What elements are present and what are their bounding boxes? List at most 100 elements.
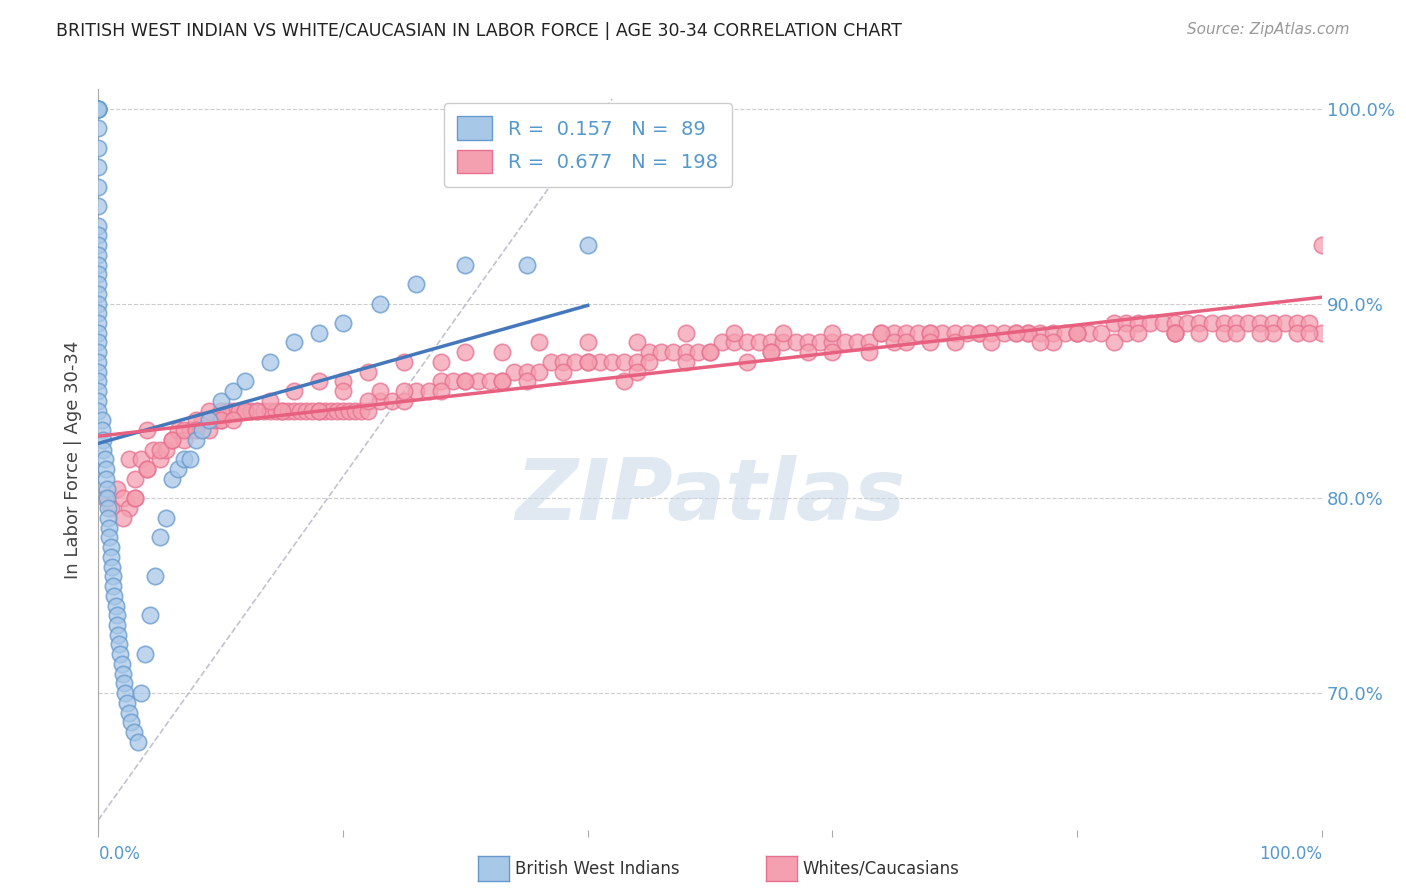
Point: [723, 335, 745, 350]
Point: [515, 365, 537, 379]
Point: [87, 160, 110, 174]
Point: [118, 706, 141, 720]
Point: [1298, 316, 1320, 330]
Point: [87, 384, 110, 399]
Point: [1261, 326, 1284, 340]
Point: [186, 423, 208, 437]
Point: [87, 355, 110, 369]
Point: [167, 462, 190, 476]
Point: [441, 375, 464, 389]
Point: [332, 375, 354, 389]
Point: [735, 355, 758, 369]
Point: [127, 735, 149, 749]
Point: [1115, 316, 1137, 330]
Point: [87, 306, 110, 320]
Point: [94, 462, 117, 476]
Point: [87, 141, 110, 155]
Point: [122, 725, 145, 739]
Point: [907, 326, 929, 340]
Point: [114, 686, 136, 700]
Point: [626, 355, 648, 369]
Point: [1042, 335, 1064, 350]
Point: [136, 462, 159, 476]
Point: [91, 442, 114, 457]
Point: [980, 335, 1002, 350]
Point: [1164, 316, 1187, 330]
Point: [87, 228, 110, 243]
Point: [1310, 326, 1333, 340]
Point: [186, 413, 208, 427]
Point: [283, 384, 305, 399]
Point: [87, 102, 110, 116]
Point: [467, 375, 489, 389]
Point: [418, 384, 440, 399]
Text: Source: ZipAtlas.com: Source: ZipAtlas.com: [1187, 22, 1350, 37]
Point: [107, 628, 129, 642]
Point: [96, 482, 118, 496]
Point: [808, 335, 831, 350]
Point: [233, 403, 256, 417]
Point: [662, 345, 685, 359]
Point: [222, 384, 245, 399]
Point: [527, 335, 550, 350]
Point: [1115, 326, 1137, 340]
Point: [553, 355, 575, 369]
Point: [821, 326, 844, 340]
Point: [186, 423, 208, 437]
Point: [91, 433, 114, 447]
Point: [478, 375, 501, 389]
Point: [1212, 316, 1234, 330]
Point: [87, 365, 110, 379]
Point: [160, 472, 183, 486]
Y-axis label: In Labor Force | Age 30-34: In Labor Force | Age 30-34: [65, 340, 83, 579]
Text: BRITISH WEST INDIAN VS WHITE/CAUCASIAN IN LABOR FORCE | AGE 30-34 CORRELATION CH: BRITISH WEST INDIAN VS WHITE/CAUCASIAN I…: [56, 22, 903, 40]
Point: [920, 326, 942, 340]
Point: [980, 326, 1002, 340]
Point: [1004, 326, 1026, 340]
Point: [943, 335, 966, 350]
Point: [111, 657, 134, 671]
Point: [270, 403, 294, 417]
Point: [155, 511, 177, 525]
Point: [576, 355, 599, 369]
Point: [143, 569, 166, 583]
Point: [883, 335, 905, 350]
Point: [228, 403, 250, 417]
Point: [142, 442, 165, 457]
Point: [392, 355, 416, 369]
Point: [613, 355, 636, 369]
Point: [821, 335, 844, 350]
Point: [772, 335, 794, 350]
Point: [197, 403, 219, 417]
Point: [1042, 326, 1064, 340]
Point: [761, 345, 783, 359]
Point: [259, 355, 281, 369]
Point: [295, 403, 318, 417]
Point: [96, 491, 118, 506]
Point: [368, 384, 391, 399]
Point: [87, 248, 110, 262]
Point: [540, 355, 562, 369]
Point: [1261, 316, 1284, 330]
Point: [1225, 316, 1247, 330]
Point: [675, 355, 697, 369]
Point: [240, 403, 263, 417]
Point: [105, 618, 128, 632]
Point: [87, 403, 110, 417]
Point: [87, 238, 110, 252]
Point: [576, 238, 599, 252]
Point: [215, 403, 238, 417]
Point: [430, 355, 453, 369]
Point: [87, 102, 110, 116]
Point: [246, 403, 269, 417]
Point: [149, 530, 172, 544]
Point: [845, 335, 868, 350]
Point: [711, 335, 734, 350]
Point: [197, 423, 219, 437]
Text: 0.0%: 0.0%: [98, 845, 141, 863]
Point: [1017, 326, 1039, 340]
Point: [136, 423, 159, 437]
Point: [337, 403, 360, 417]
Point: [105, 482, 128, 496]
Point: [179, 452, 201, 467]
